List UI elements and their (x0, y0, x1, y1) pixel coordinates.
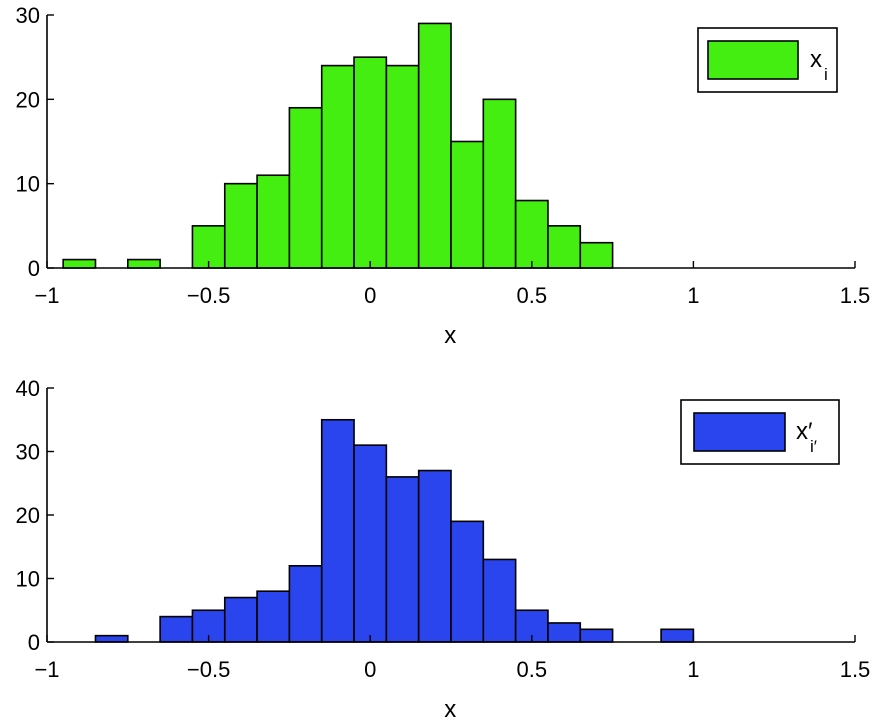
legend-swatch (707, 40, 799, 80)
histogram-bar (450, 140, 485, 269)
histogram-bar (94, 634, 129, 643)
legend-label: x′ (796, 418, 813, 445)
y-tick-label: 20 (16, 503, 40, 528)
y-tick-label: 10 (16, 172, 40, 197)
y-tick-label: 0 (28, 256, 40, 281)
histogram-bar (482, 98, 517, 269)
x-tick-label: 1 (687, 283, 699, 308)
histogram-bar (256, 590, 291, 643)
histogram-bar (159, 615, 194, 643)
x-tick-label: 1.5 (840, 657, 871, 682)
histogram-bar (579, 241, 614, 269)
histogram-bar (353, 444, 388, 643)
y-tick-label: 30 (16, 440, 40, 465)
x-tick-label: −0.5 (187, 283, 230, 308)
x-tick-label: 0.5 (517, 657, 548, 682)
y-tick-label: 10 (16, 567, 40, 592)
histogram-bar (482, 558, 517, 643)
histogram-bar (127, 258, 161, 269)
legend-swatch (693, 412, 786, 452)
histogram-bar (62, 258, 97, 269)
x-axis-label: x (444, 696, 456, 723)
x-tick-label: 0 (364, 283, 376, 308)
histogram-bar (579, 628, 614, 643)
y-tick-label: 40 (16, 376, 40, 401)
y-tick-label: 30 (16, 3, 40, 28)
x-tick-label: 1.5 (840, 283, 871, 308)
histogram-bar (320, 64, 355, 269)
x-axis-label: x (444, 322, 456, 349)
x-tick-label: 1 (687, 657, 699, 682)
histogram-bar (385, 64, 420, 269)
legend-label-subscript: i (824, 65, 828, 84)
histogram-bar (514, 199, 549, 269)
legend-label-subscript: i′ (810, 437, 817, 456)
y-tick-label: 0 (28, 630, 40, 655)
histogram-bar (288, 106, 323, 269)
histogram-bar (223, 182, 258, 269)
histogram-bar (288, 564, 323, 643)
histogram-bar (256, 174, 291, 269)
x-tick-label: 0.5 (517, 283, 548, 308)
y-tick-label: 20 (16, 87, 40, 112)
x-tick-label: −1 (34, 283, 59, 308)
histogram-bar (353, 56, 388, 269)
histogram-bar (417, 22, 452, 269)
legend-label: x (810, 46, 822, 73)
histogram-panel-2: −1 −0.5 0 0.5 1 1.5 0 10 20 30 40 x x′i′ (16, 376, 871, 723)
x-tick-label: 0 (364, 657, 376, 682)
histogram-bar (320, 418, 355, 643)
histogram-bar (547, 622, 582, 643)
histogram-bar (385, 476, 420, 643)
histogram-bar (223, 596, 258, 643)
legend: x′i′ (680, 399, 840, 465)
histogram-bar (547, 225, 582, 269)
x-tick-label: −1 (34, 657, 59, 682)
histogram-bar (660, 628, 695, 643)
x-tick-label: −0.5 (187, 657, 230, 682)
histogram-bar (450, 520, 485, 643)
legend: xi (697, 27, 838, 93)
histogram-bar (417, 469, 452, 643)
